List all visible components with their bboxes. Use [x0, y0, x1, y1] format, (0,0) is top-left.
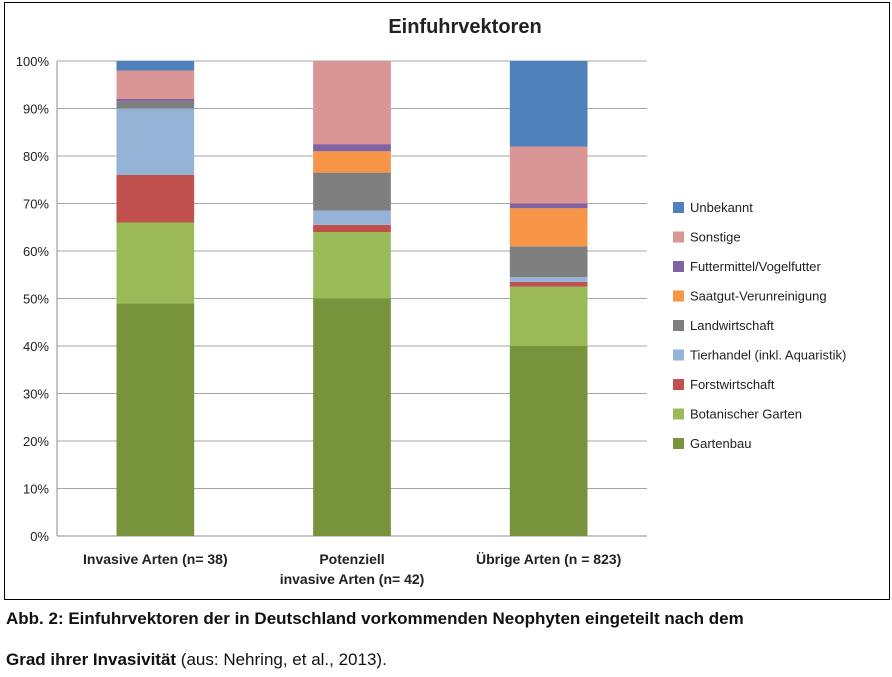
legend-label-unbekannt: Unbekannt	[690, 200, 753, 215]
bar-segment-botanischer-garten	[313, 232, 391, 299]
chart-title: Einfuhrvektoren	[388, 16, 541, 38]
legend-label-botanischer-garten: Botanischer Garten	[690, 407, 802, 422]
bars	[116, 61, 588, 536]
y-tick-label: 80%	[23, 149, 49, 164]
legend-label-futtermittel-vogelfutter: Futtermittel/Vogelfutter	[690, 259, 821, 274]
legend-label-landwirtschaft: Landwirtschaft	[690, 318, 774, 333]
bar-segment-tierhandel-inkl-aquaristik	[509, 277, 588, 282]
bar-segment-landwirtschaft	[509, 246, 588, 278]
figure-caption-line1: Abb. 2: Einfuhrvektoren der in Deutschla…	[6, 609, 744, 628]
y-axis-tick-labels: 0% 10% 20% 30% 40% 50% 60% 70% 80% 90% 100%	[16, 54, 50, 544]
bar-segment-sonstige	[116, 70, 195, 99]
bar-segment-futtermittel-vogelfutter	[116, 99, 195, 102]
y-tick-label: 30%	[23, 387, 49, 402]
bar-segment-sonstige	[509, 146, 588, 204]
y-tick-label: 40%	[23, 339, 49, 354]
y-tick-label: 70%	[23, 197, 49, 212]
y-tick-label: 60%	[23, 244, 49, 259]
x-category-label: invasive Arten (n= 42)	[280, 571, 425, 587]
x-axis-category-labels: Invasive Arten (n= 38) Potenziell invasive…	[83, 551, 621, 587]
legend-label-saatgut-verunreinigung: Saatgut-Verunreinigung	[690, 289, 827, 304]
bar-segment-forstwirtschaft	[313, 224, 391, 232]
bar-segment-gartenbau	[313, 298, 391, 536]
y-tick-label: 90%	[23, 102, 49, 117]
bar-segment-futtermittel-vogelfutter	[313, 144, 391, 152]
figure-caption-line2: Grad ihrer Invasivität (aus: Nehring, et…	[6, 650, 387, 670]
legend: Unbekannt Sonstige Futtermittel/Vogelfutte…	[673, 200, 846, 451]
legend-swatch-tierhandel-inkl-aquaristik	[673, 349, 684, 361]
bar-segment-forstwirtschaft	[509, 281, 588, 287]
bar-segment-futtermittel-vogelfutter	[509, 203, 588, 209]
y-tick-label: 10%	[23, 482, 49, 497]
bar-segment-gartenbau	[116, 303, 195, 536]
legend-label-forstwirtschaft: Forstwirtschaft	[690, 377, 775, 392]
legend-label-tierhandel-inkl-aquaristik: Tierhandel (inkl. Aquaristik)	[690, 348, 846, 363]
bar-segment-unbekannt	[116, 61, 195, 71]
legend-label-sonstige: Sonstige	[690, 230, 741, 245]
bar-segment-sonstige	[313, 61, 391, 145]
bar-segment-landwirtschaft	[116, 101, 195, 109]
legend-swatch-forstwirtschaft	[673, 379, 684, 390]
bar-segment-unbekannt	[509, 61, 588, 147]
legend-swatch-botanischer-garten	[673, 408, 684, 420]
bar-segment-botanischer-garten	[509, 286, 588, 346]
bar-segment-botanischer-garten	[116, 222, 195, 304]
y-tick-label: 50%	[23, 292, 49, 307]
stacked-bar-chart: Einfuhrvektoren 0% 10% 20% 30% 40% 50% 60% 70% 8…	[16, 16, 847, 587]
legend-label-gartenbau: Gartenbau	[690, 436, 751, 451]
bar-segment-tierhandel-inkl-aquaristik	[313, 210, 391, 225]
legend-swatch-unbekannt	[673, 202, 684, 213]
legend-swatch-sonstige	[673, 231, 684, 243]
legend-swatch-futtermittel-vogelfutter	[673, 261, 684, 272]
bar-segment-saatgut-verunreinigung	[509, 208, 588, 247]
bar-segment-saatgut-verunreinigung	[313, 151, 391, 173]
bar-segment-gartenbau	[509, 346, 588, 536]
bar-segment-landwirtschaft	[313, 172, 391, 211]
y-tick-label: 100%	[16, 54, 50, 69]
legend-swatch-landwirtschaft	[673, 320, 684, 331]
y-tick-label: 0%	[30, 529, 49, 544]
bar-segment-tierhandel-inkl-aquaristik	[116, 108, 195, 175]
caption-bold-part: Grad ihrer Invasivität	[6, 650, 177, 669]
bar-segment-forstwirtschaft	[116, 175, 195, 223]
legend-swatch-gartenbau	[673, 438, 684, 449]
x-category-label: Potenziell	[319, 551, 384, 567]
chart-frame: Einfuhrvektoren 0% 10% 20% 30% 40% 50% 60% 70% 8…	[4, 2, 890, 600]
legend-swatch-saatgut-verunreinigung	[673, 290, 684, 302]
y-tick-label: 20%	[23, 434, 49, 449]
x-category-label: Übrige Arten (n = 823)	[476, 551, 621, 567]
caption-source: (aus: Nehring, et al., 2013).	[176, 650, 387, 669]
x-category-label: Invasive Arten (n= 38)	[83, 551, 228, 567]
